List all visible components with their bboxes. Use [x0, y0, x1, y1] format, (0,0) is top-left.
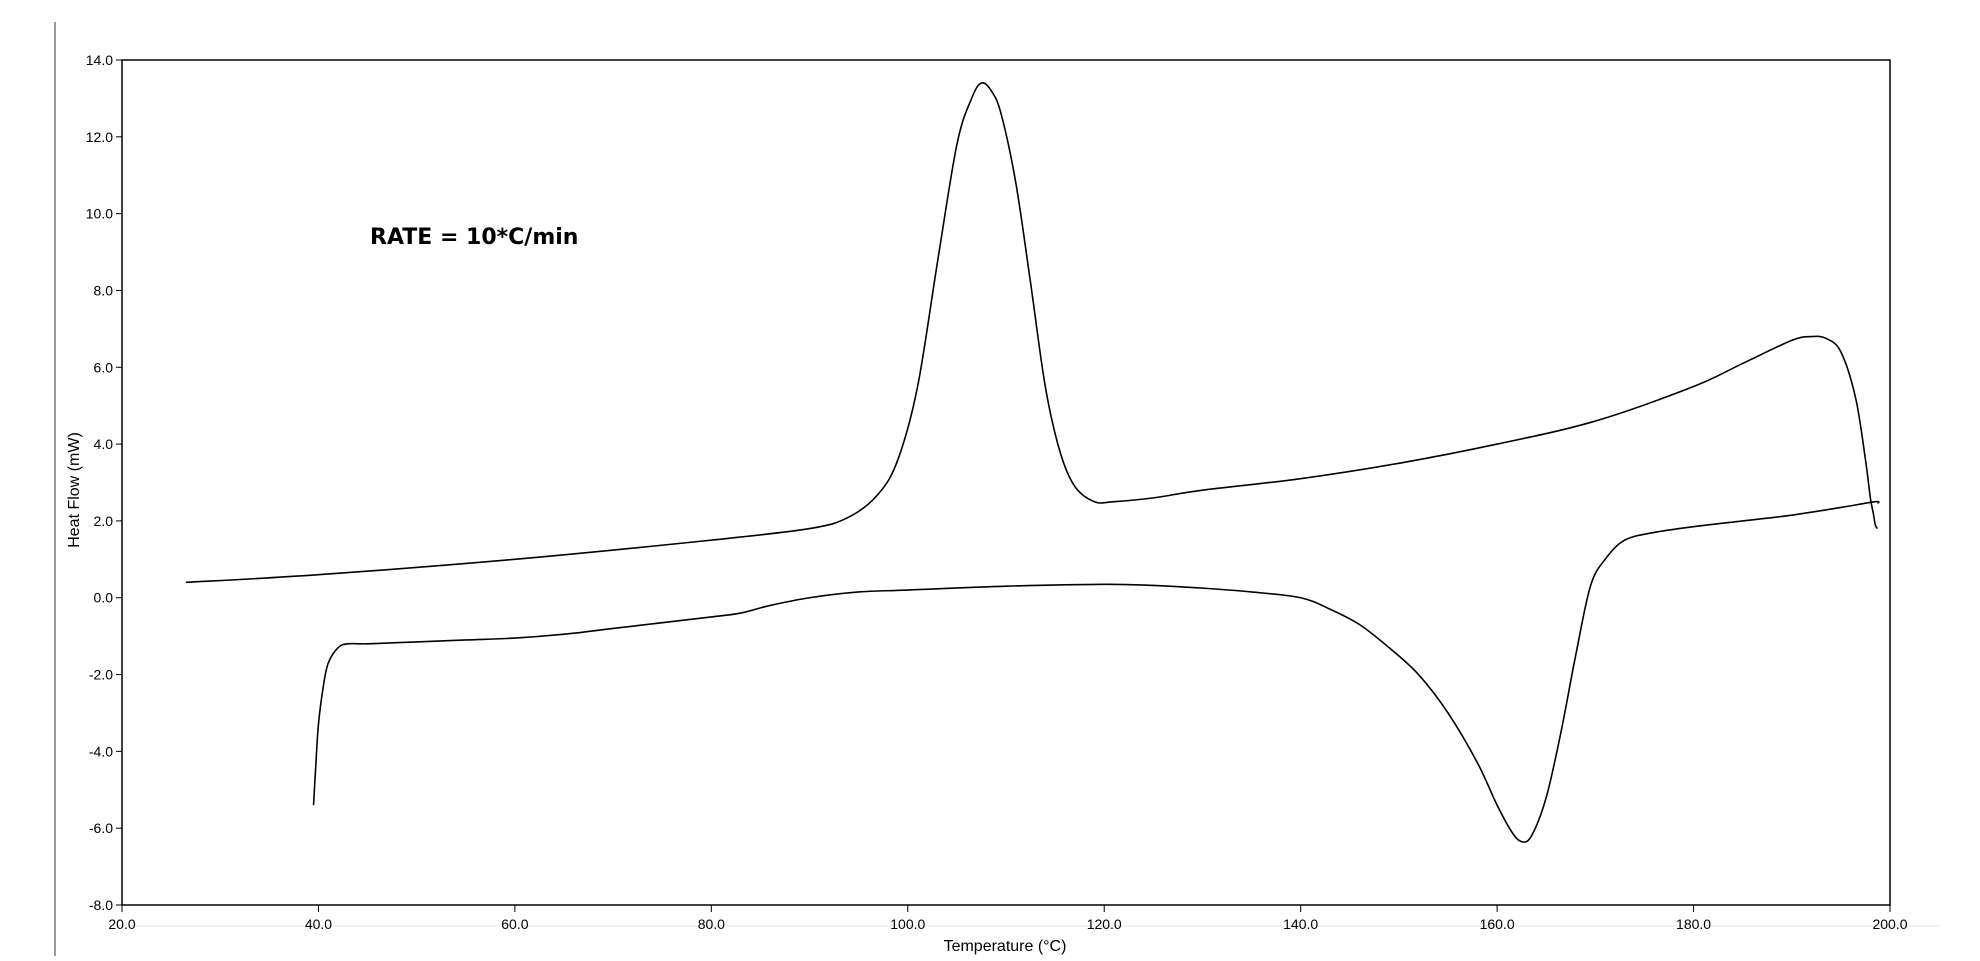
y-axis-title: Heat Flow (mW)	[66, 432, 83, 548]
y-tick-label: 8.0	[94, 282, 114, 298]
x-tick-label: 20.0	[108, 916, 135, 932]
y-tick-label: 4.0	[94, 436, 114, 452]
plot-frame	[121, 59, 1891, 906]
y-tick-label: 14.0	[86, 52, 113, 68]
x-tick-label: 160.0	[1480, 916, 1515, 932]
rate-annotation: RATE = 10*C/min	[370, 225, 578, 250]
x-tick-label: 180.0	[1676, 916, 1711, 932]
x-tick-label: 200.0	[1872, 916, 1907, 932]
upper-curve-line	[185, 82, 1878, 584]
x-tick-label: 140.0	[1283, 916, 1318, 932]
y-tick-label: -2.0	[89, 667, 113, 683]
x-tick-label: 60.0	[501, 916, 528, 932]
y-axis-ticks: 14.0 12.0 10.0 8.0 6.0 4.0 2.0 0.0 -2.0 -4.0 -6.0 -…	[86, 52, 122, 913]
y-tick-label: 0.0	[94, 590, 114, 606]
y-tick-label: 6.0	[94, 359, 114, 375]
x-tick-label: 80.0	[698, 916, 725, 932]
lower-curve-line	[312, 500, 1880, 843]
x-axis-title: Temperature (°C)	[944, 938, 1067, 955]
x-tick-label: 100.0	[890, 916, 925, 932]
y-tick-label: -6.0	[89, 820, 113, 836]
y-tick-label: 12.0	[86, 129, 113, 145]
y-tick-label: 2.0	[94, 513, 114, 529]
x-tick-label: 120.0	[1087, 916, 1122, 932]
x-axis-ticks: 20.0 40.0 60.0 80.0 100.0 120.0 140.0 160.0 180.…	[108, 905, 1908, 932]
y-tick-label: 10.0	[86, 206, 113, 222]
series-group	[185, 82, 1880, 843]
y-tick-label: -8.0	[89, 897, 113, 913]
x-tick-label: 40.0	[305, 916, 332, 932]
y-tick-label: -4.0	[89, 743, 113, 759]
